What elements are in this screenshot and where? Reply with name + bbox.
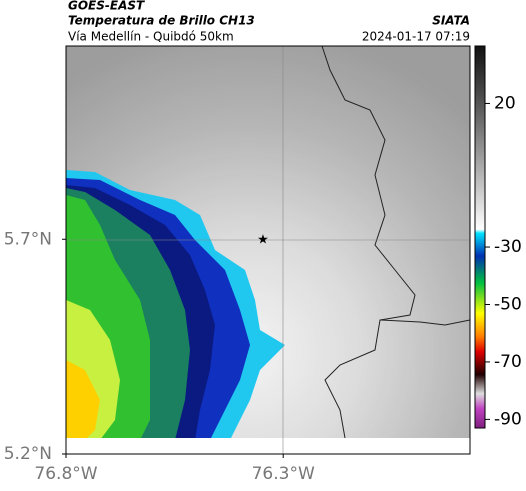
colorbar-tick-label: -70: [494, 352, 522, 372]
agency: SIATA: [432, 14, 470, 28]
satellite-image: ★: [66, 46, 470, 454]
colorbar-tick-label: -90: [494, 409, 522, 429]
y-tick-label: 5.7°N: [4, 229, 52, 249]
y-tick-label: 5.2°N: [4, 444, 52, 464]
map-frame: [65, 45, 471, 455]
colorbar-tick-label: -30: [494, 237, 522, 257]
colorbar-tick-label: -50: [494, 294, 522, 314]
product: Temperatura de Brillo CH13: [68, 14, 255, 28]
source: GOES-EAST: [68, 0, 145, 13]
region: Vía Medellín - Quibdó 50km: [68, 30, 234, 44]
colorbar-tick-label: 20: [494, 93, 516, 113]
axes: 76.8°W 76.3°W 5.7°N 5.2°N 20 -30 -50 -70 -90: [4, 93, 522, 484]
x-tick-label: 76.8°W: [34, 464, 97, 484]
timestamp: 2024-01-17 07:19: [362, 30, 470, 44]
colorbar: [474, 45, 486, 429]
svg-text:★: ★: [257, 233, 269, 248]
x-tick-label: 76.3°W: [252, 464, 315, 484]
